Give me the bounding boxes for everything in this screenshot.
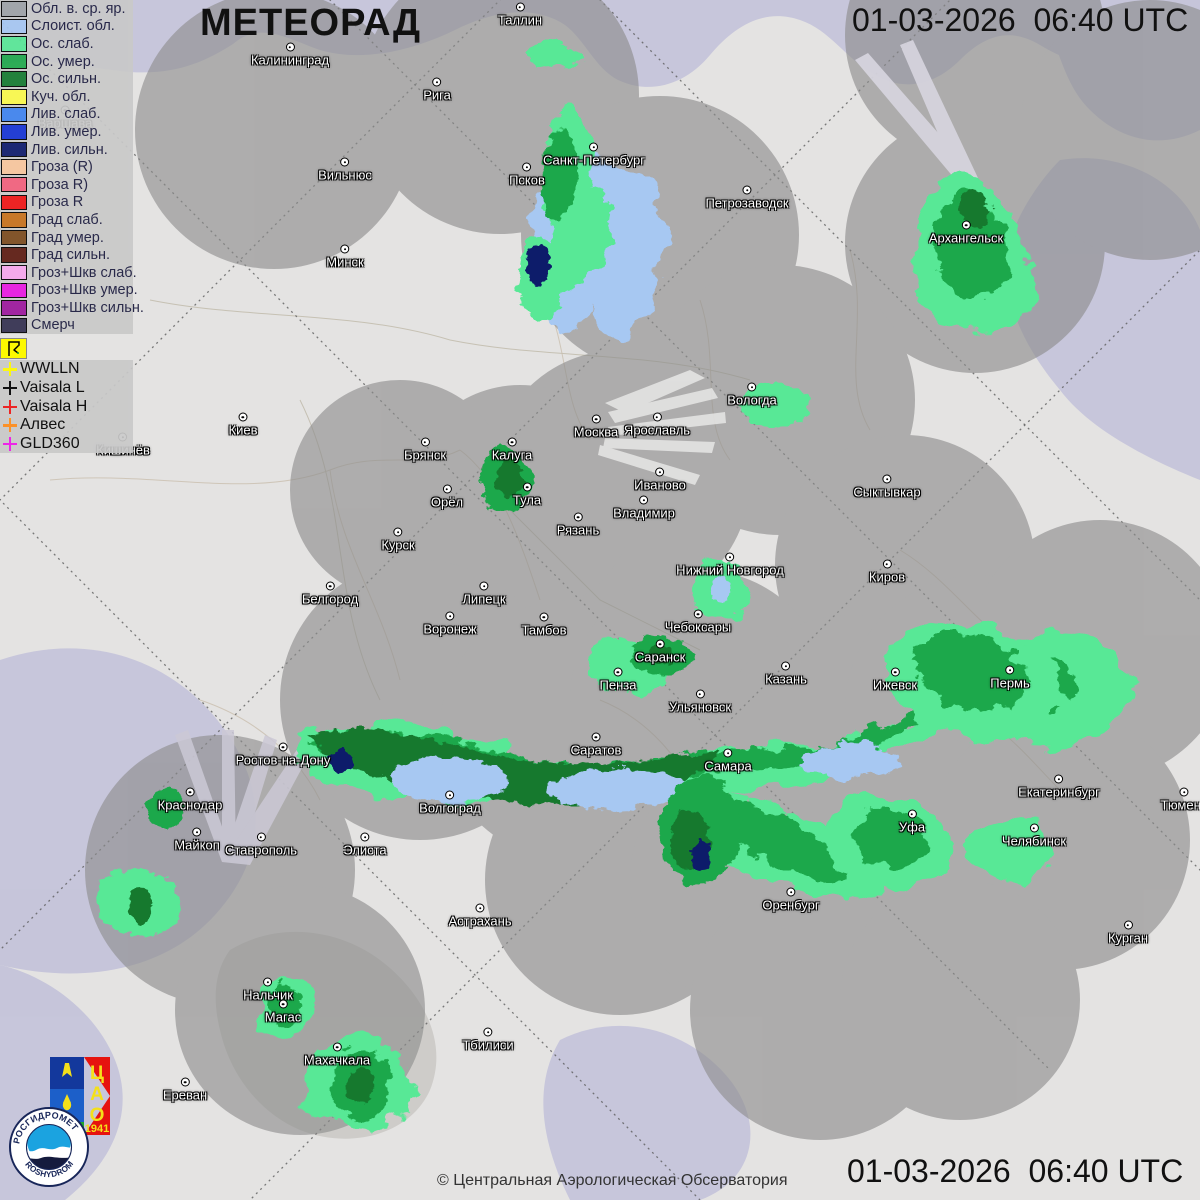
svg-text:А: А xyxy=(90,1084,104,1105)
svg-text:Ц: Ц xyxy=(90,1063,104,1084)
